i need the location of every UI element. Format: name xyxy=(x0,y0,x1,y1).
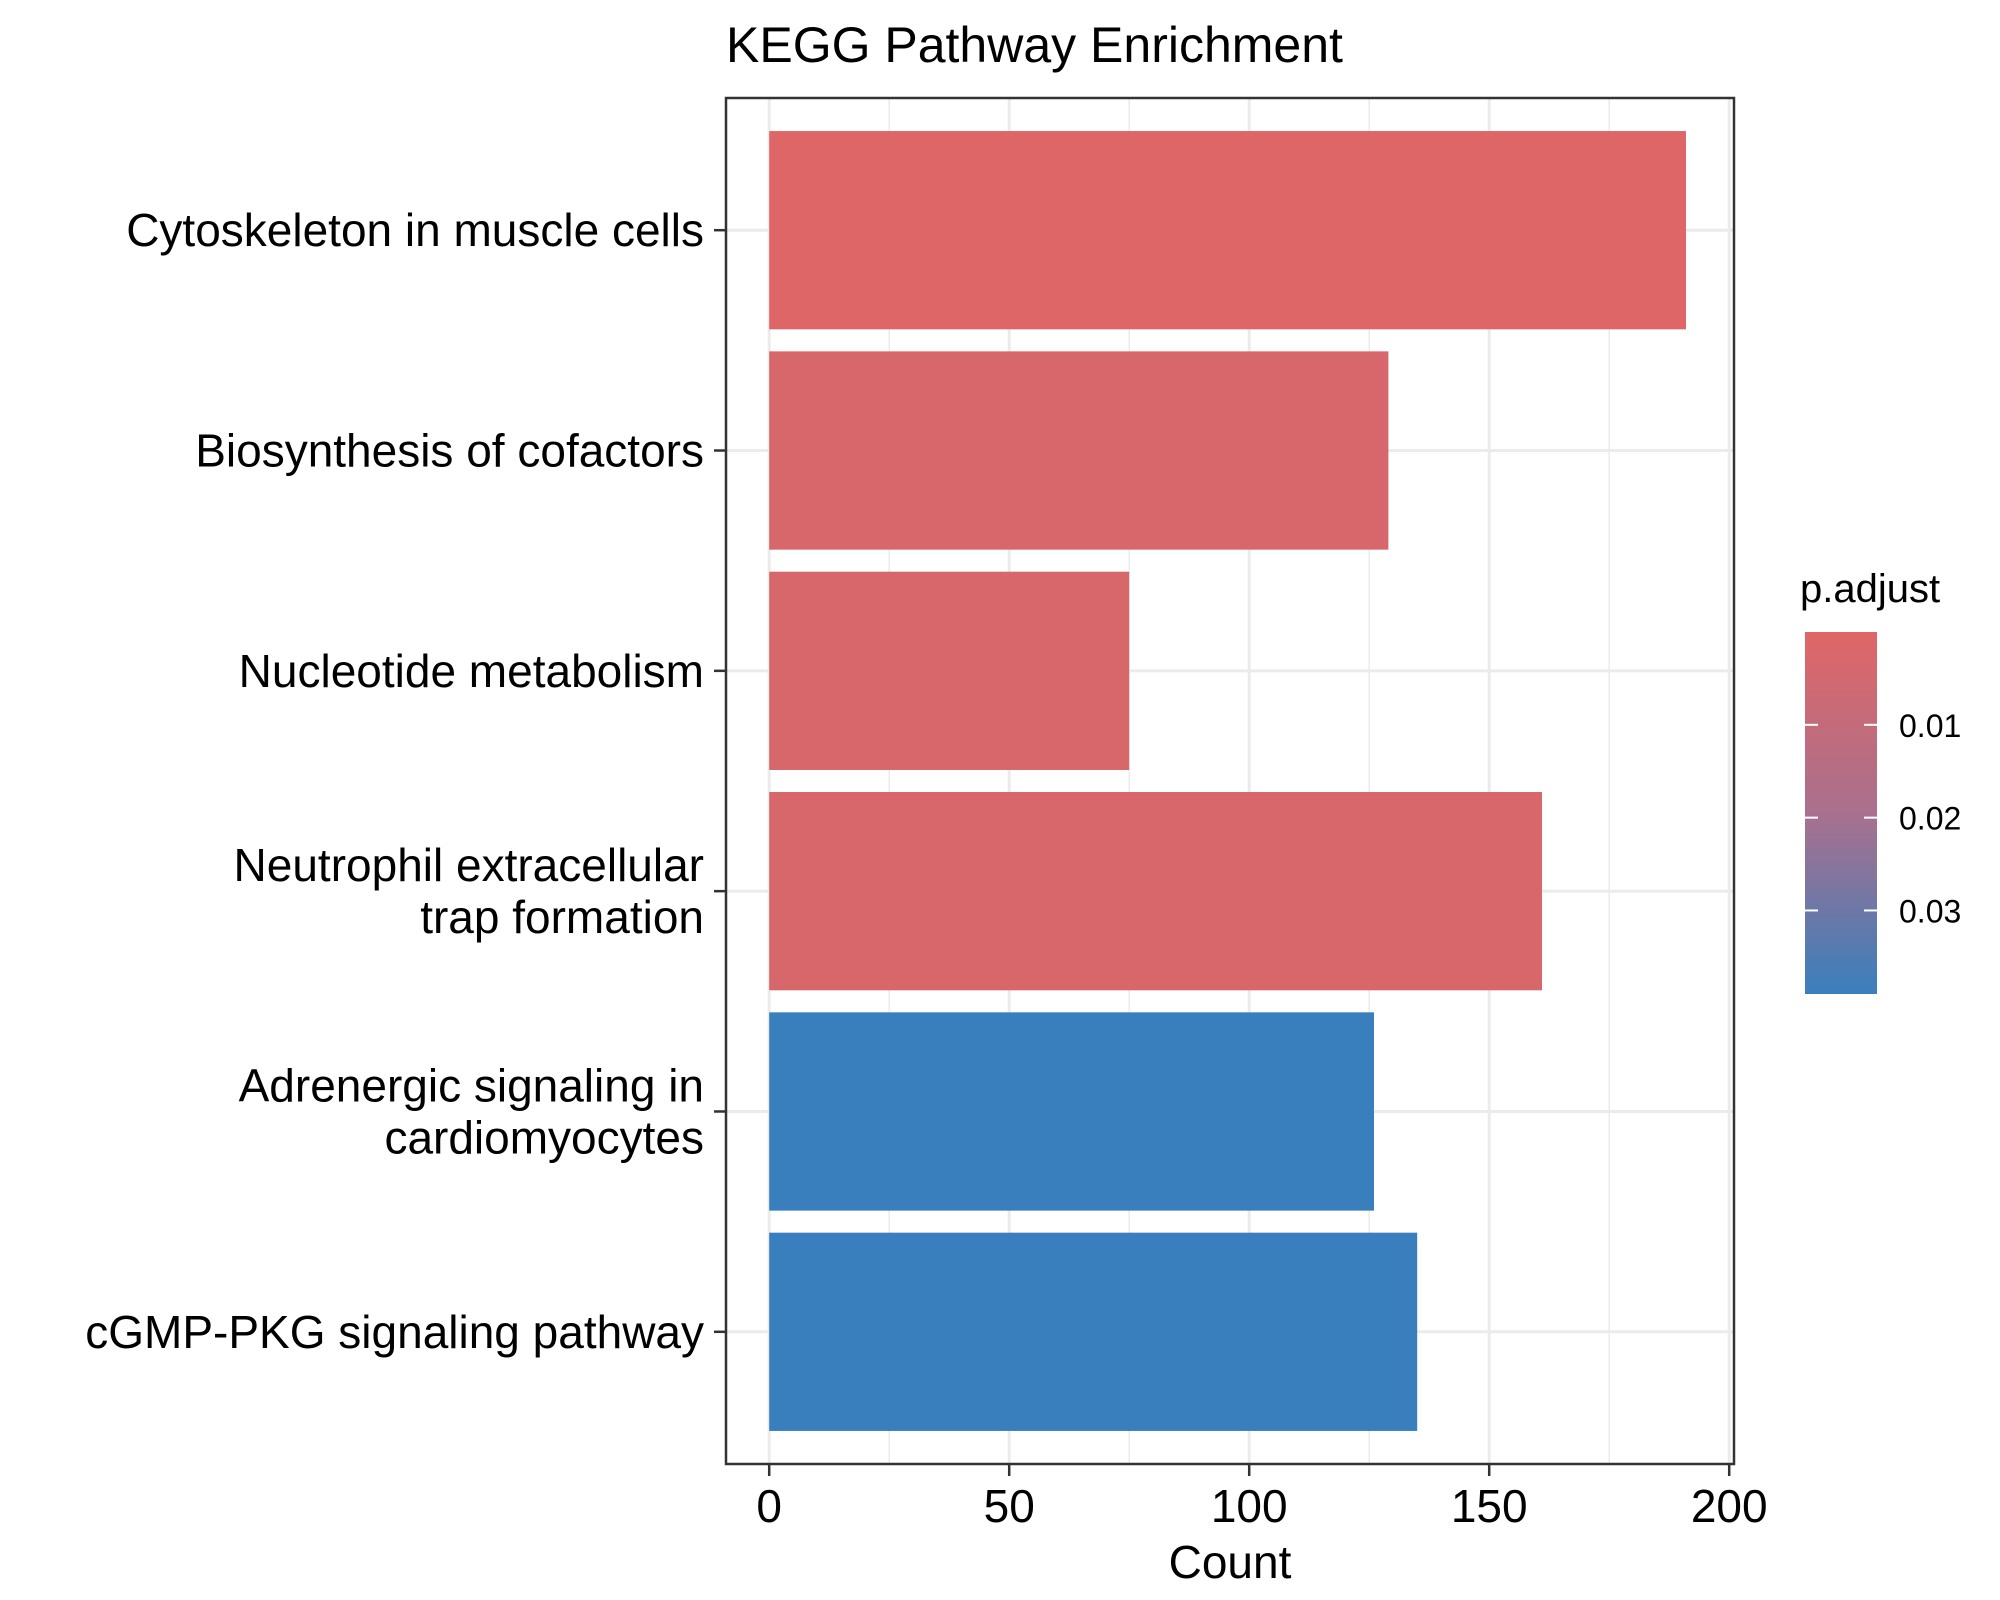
y-tick-label: cGMP-PKG signaling pathway xyxy=(85,1306,704,1358)
y-tick-label: Neutrophil extracellular trap formation xyxy=(234,839,704,943)
y-tick-label-line: Biosynthesis of cofactors xyxy=(195,425,704,477)
x-tick-label: 50 xyxy=(984,1480,1035,1532)
y-tick-label: Adrenergic signaling in cardiomyocytes xyxy=(239,1059,704,1163)
legend-tick-label: 0.01 xyxy=(1899,708,1961,744)
legend-ticks: 0.01 0.02 0.03 xyxy=(1805,708,1961,929)
bar xyxy=(769,1232,1418,1431)
plot-panel-border xyxy=(724,96,1736,1466)
legend: p.adjust 0.01 0.02 0.03 xyxy=(1800,567,1961,994)
legend-colorbar xyxy=(1805,632,1877,994)
x-axis-label: Count xyxy=(1169,1536,1292,1588)
y-tick-label: Cytoskeleton in muscle cells xyxy=(126,204,704,256)
bar xyxy=(769,1012,1374,1211)
y-tick-label-line: Neutrophil extracellular xyxy=(234,839,704,891)
x-axis-ticks: 0 50 100 150 200 xyxy=(756,1464,1768,1532)
y-tick-label-line: cGMP-PKG signaling pathway xyxy=(85,1306,704,1358)
x-tick-label: 0 xyxy=(756,1480,782,1532)
y-tick-label-line: cardiomyocytes xyxy=(384,1111,704,1163)
legend-title: p.adjust xyxy=(1800,567,1940,611)
y-tick-label-line: Nucleotide metabolism xyxy=(239,645,704,697)
legend-tick-label: 0.03 xyxy=(1899,893,1961,929)
bar xyxy=(769,571,1130,770)
x-tick-label: 150 xyxy=(1451,1480,1528,1532)
y-axis-ticks: Cytoskeleton in muscle cells Biosynthesis… xyxy=(85,204,726,1358)
bar xyxy=(769,131,1686,330)
bars xyxy=(769,131,1686,1431)
y-tick-label-line: Cytoskeleton in muscle cells xyxy=(126,204,704,256)
y-tick-label-line: Adrenergic signaling in xyxy=(239,1059,704,1111)
y-tick-label: Biosynthesis of cofactors xyxy=(195,425,704,477)
bar xyxy=(769,792,1542,991)
bar xyxy=(769,351,1389,550)
chart-title: KEGG Pathway Enrichment xyxy=(726,17,1343,73)
legend-tick-label: 0.02 xyxy=(1899,801,1961,837)
y-tick-label-line: trap formation xyxy=(420,891,704,943)
x-tick-label: 200 xyxy=(1691,1480,1768,1532)
y-tick-label: Nucleotide metabolism xyxy=(239,645,704,697)
x-tick-label: 100 xyxy=(1211,1480,1288,1532)
